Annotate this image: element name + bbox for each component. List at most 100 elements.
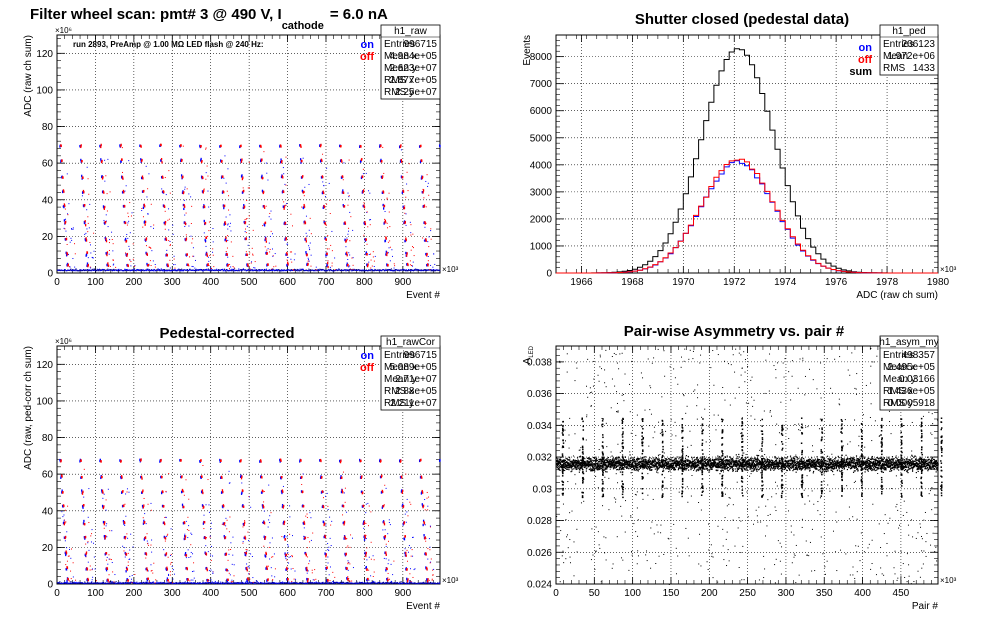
data-point (280, 145, 282, 148)
data-point-sparse (367, 525, 369, 527)
data-point-baseline (244, 582, 246, 584)
data-point-sparse (228, 549, 230, 551)
data-point-sparse (304, 186, 306, 188)
data-point (264, 537, 266, 540)
data-point-sparse (149, 246, 151, 248)
data-point (343, 521, 345, 524)
data-point (406, 252, 408, 255)
data-point (201, 159, 203, 163)
data-point-baseline (85, 269, 87, 272)
data-point (201, 475, 203, 479)
data-point-sparse (286, 259, 288, 261)
data-point-baseline (163, 270, 165, 272)
data-point-sparse (168, 229, 170, 231)
data-point-baseline (92, 269, 94, 271)
data-point-baseline (124, 582, 126, 584)
data-point-baseline (361, 269, 363, 271)
data-point (246, 253, 248, 257)
data-point-sparse (385, 221, 387, 223)
data-point-sparse (432, 569, 434, 571)
data-point (422, 505, 424, 509)
data-point (283, 190, 285, 194)
data-point (104, 521, 106, 524)
data-point-sparse (433, 568, 435, 570)
data-point-sparse (205, 537, 207, 539)
data-point (342, 191, 345, 195)
data-point-sparse (409, 573, 411, 575)
data-point-sparse (246, 217, 248, 219)
data-point (126, 252, 129, 256)
x-tick-label: 400 (202, 277, 219, 288)
data-point-sparse (210, 579, 212, 581)
data-point-sparse (221, 523, 223, 525)
data-point (340, 144, 342, 148)
data-point-baseline (273, 269, 275, 271)
data-point (283, 522, 285, 526)
data-point-baseline (135, 270, 137, 272)
data-point-sparse (123, 550, 125, 552)
data-point (364, 222, 367, 226)
data-point (80, 144, 82, 147)
data-point-sparse (185, 212, 187, 214)
data-point (320, 459, 322, 463)
data-point-baseline (58, 269, 60, 272)
data-point-sparse (349, 268, 351, 270)
data-point (242, 206, 244, 210)
data-point (146, 253, 149, 256)
data-point (380, 158, 382, 162)
data-point-baseline (346, 582, 348, 584)
data-point-baseline (410, 268, 412, 271)
data-point-sparse (329, 516, 331, 518)
data-point-sparse (112, 571, 114, 573)
data-point-sparse (149, 260, 151, 262)
data-point-sparse (303, 195, 305, 197)
data-point-sparse (134, 265, 136, 267)
data-point-sparse (89, 569, 91, 571)
data-point (320, 143, 322, 147)
data-point (164, 220, 167, 224)
data-point-baseline (114, 582, 116, 584)
data-point-baseline (389, 269, 392, 271)
data-point (401, 160, 403, 164)
data-point-sparse (164, 210, 166, 212)
data-point-sparse (374, 255, 376, 257)
data-point-sparse (89, 203, 91, 205)
data-point-sparse (129, 232, 131, 234)
data-point-baseline (66, 582, 68, 584)
data-point (384, 219, 387, 223)
data-point-sparse (286, 243, 288, 245)
y-tick-label: 60 (42, 470, 54, 481)
data-point-baseline (93, 268, 95, 270)
data-point-sparse (226, 528, 228, 530)
data-point-sparse (252, 254, 254, 256)
data-point-baseline (309, 581, 311, 583)
data-point (123, 522, 125, 525)
data-point (167, 264, 169, 268)
data-point-sparse (342, 179, 344, 181)
data-point-sparse (212, 573, 214, 575)
data-point-sparse (184, 533, 186, 535)
data-point-sparse (147, 213, 149, 215)
data-point (281, 475, 283, 479)
data-point-sparse (425, 222, 427, 224)
stats-label: Mean (883, 51, 908, 62)
data-point-baseline (341, 582, 343, 584)
data-point-sparse (66, 243, 68, 245)
x-tick-label: 300 (164, 277, 181, 288)
data-point (181, 503, 184, 507)
data-point-baseline (232, 268, 234, 270)
data-point-sparse (103, 219, 105, 221)
data-point (180, 144, 182, 147)
data-point-baseline (64, 581, 66, 583)
data-point-sparse (109, 558, 111, 560)
data-point-sparse (329, 213, 331, 215)
data-point-baseline (142, 269, 144, 271)
data-point-baseline (370, 582, 372, 584)
data-point-sparse (247, 187, 249, 189)
data-point-baseline (277, 269, 279, 271)
data-point-sparse (113, 581, 115, 583)
data-point (103, 522, 105, 526)
data-point-baseline (430, 269, 433, 271)
data-point-sparse (269, 558, 271, 560)
data-point-baseline (438, 582, 440, 584)
